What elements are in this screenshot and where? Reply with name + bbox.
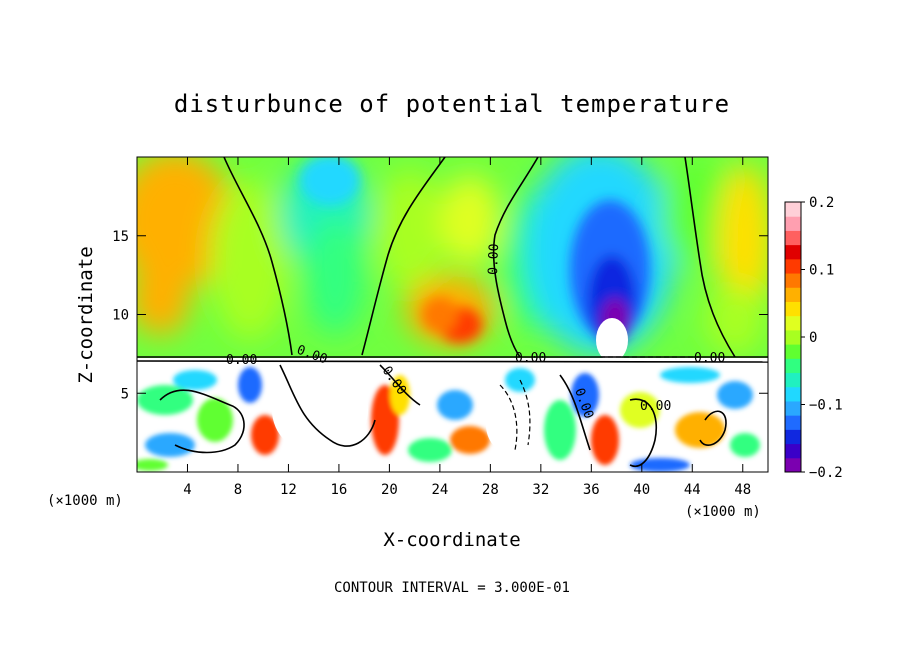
y-tick-label: 15	[112, 229, 129, 245]
colorbar-swatch	[785, 415, 801, 430]
x-tick-label: 8	[234, 482, 242, 498]
colorbar-swatch	[785, 230, 801, 246]
colorbar-swatch	[785, 315, 801, 331]
y-axis-label: Z-coordinate	[75, 246, 97, 383]
colorbar-swatch	[785, 258, 801, 274]
contour-label: 0.00	[515, 351, 546, 366]
x-tick-label: 32	[532, 482, 549, 498]
colorbar-swatch	[785, 429, 801, 445]
x-tick-label: 28	[482, 482, 499, 498]
colorbar-swatch	[785, 329, 801, 345]
x-tick-label: 12	[280, 482, 297, 498]
x-tick-label: 36	[583, 482, 600, 498]
colorbar-swatch	[785, 301, 801, 317]
colorbar-swatch	[785, 358, 801, 374]
contour-label: 0.00	[694, 351, 725, 366]
x-tick-label: 44	[684, 482, 701, 498]
heatmap-field: 0.00 0.00 0.00 0.00 0.00 0.00 0.00 0.00	[137, 157, 768, 472]
colorbar-swatch	[785, 443, 801, 459]
contour-label: 0.00	[486, 243, 502, 275]
y-tick-label: 5	[121, 386, 129, 402]
x-tick-label: 40	[633, 482, 650, 498]
colorbar-tick-label: 0.1	[809, 263, 834, 279]
colorbar: 0.2 0.1 0 −0.1 −0.2	[784, 195, 843, 481]
colorbar-tick-label: 0	[809, 330, 817, 346]
colorbar-swatch	[785, 244, 801, 260]
colorbar-swatch	[785, 457, 801, 473]
contour-label: 0.00	[640, 399, 671, 414]
x-unit-label-right: (×1000 m)	[685, 504, 761, 520]
x-tick-label: 24	[431, 482, 448, 498]
colorbar-swatch	[785, 216, 801, 231]
white-cap-region	[596, 318, 628, 362]
colorbar-tick-label: 0.2	[809, 195, 834, 211]
y-tick-label: 10	[112, 308, 129, 324]
x-axis-label: X-coordinate	[383, 529, 520, 551]
colorbar-tick-label: −0.2	[809, 465, 843, 481]
x-unit-label-left: (×1000 m)	[47, 493, 123, 509]
colorbar-swatch	[785, 287, 801, 302]
contour-lines	[137, 157, 768, 467]
x-tick-label: 4	[183, 482, 191, 498]
y-axis: 5 10 15	[112, 229, 768, 402]
colorbar-swatch	[785, 273, 801, 288]
chart-title: disturbunce of potential temperature	[174, 90, 730, 118]
x-tick-label: 20	[381, 482, 398, 498]
colorbar-tick-label: −0.1	[809, 398, 843, 414]
contour-label: 0.00	[226, 353, 257, 368]
colorbar-swatch	[785, 202, 801, 217]
x-tick-label: 48	[734, 482, 751, 498]
x-tick-label: 16	[330, 482, 347, 498]
contour-interval-note: CONTOUR INTERVAL = 3.000E-01	[334, 580, 570, 596]
colorbar-swatch	[785, 386, 801, 402]
colorbar-swatch	[785, 400, 801, 416]
colorbar-swatch	[785, 344, 801, 359]
x-axis: 4 8 12 16 20 24 28 32 36 40 44 48	[183, 157, 751, 498]
colorbar-swatch	[785, 372, 801, 388]
